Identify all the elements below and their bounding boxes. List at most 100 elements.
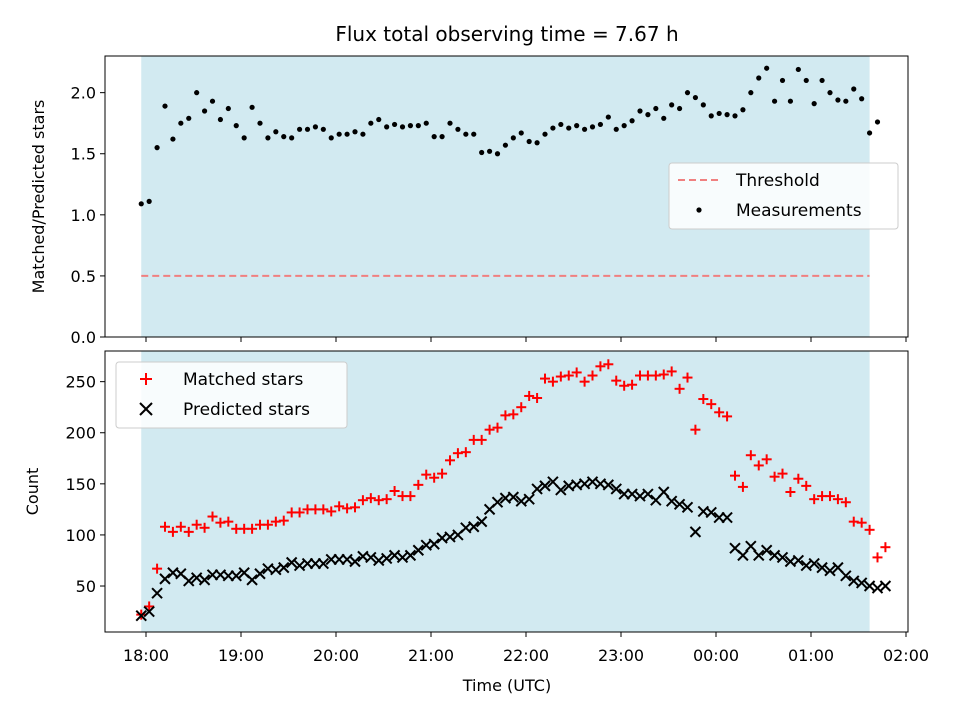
matched-star-point [532, 393, 543, 404]
measurement-point [320, 126, 326, 132]
matched-star-point [492, 422, 503, 433]
y-tick-label: 50 [76, 577, 96, 596]
x-tick-label: 18:00 [123, 646, 169, 665]
y-tick-label: 250 [65, 373, 96, 392]
matched-star-point [571, 367, 582, 378]
matched-star-point [832, 494, 843, 505]
measurement-point [558, 121, 564, 128]
measurement-point [795, 66, 801, 73]
measurement-point [748, 90, 754, 96]
predicted-star-point [468, 521, 480, 533]
measurement-point [368, 120, 374, 126]
measurement-point [138, 201, 144, 207]
predicted-star-point [365, 551, 377, 564]
measurement-point [684, 90, 691, 96]
matched-star-point [848, 516, 859, 527]
measurement-point [178, 120, 184, 126]
matched-star-point [516, 402, 527, 413]
measurement-point [874, 119, 881, 125]
measurement-point [186, 115, 192, 121]
chart-title: Flux total observing time = 7.67 h [335, 22, 678, 46]
y-tick-label: 2.0 [71, 84, 96, 103]
matched-star-point [872, 552, 883, 563]
predicted-star-point [721, 511, 733, 524]
matched-star-point [373, 495, 384, 506]
y-tick-label: 200 [65, 424, 96, 443]
measurement-point [463, 131, 469, 137]
measurement-point [835, 97, 841, 103]
matched-star-point [199, 522, 210, 533]
y-tick-label: 100 [65, 526, 96, 545]
matched-star-point [682, 372, 693, 383]
measurement-point [676, 105, 683, 112]
matched-star-point [421, 469, 432, 480]
predicted-star-point [808, 557, 820, 570]
predicted-star-point [539, 480, 551, 492]
measurement-point [376, 116, 382, 123]
predicted-star-point [523, 493, 535, 505]
matched-star-point [152, 563, 163, 574]
matched-star-point [777, 468, 788, 479]
measurement-point [194, 90, 200, 96]
matched-star-point [405, 491, 416, 502]
y-tick-label: 150 [65, 475, 96, 494]
matched-star-point [334, 501, 345, 512]
x-tick-label: 23:00 [598, 646, 644, 665]
measurement-point [281, 134, 287, 140]
matched-star-point [737, 481, 748, 492]
matched-star-point [452, 448, 463, 459]
measurement-point [566, 125, 572, 131]
measurement-point [803, 77, 809, 84]
predicted-star-point [317, 557, 330, 570]
measurement-point [851, 86, 857, 92]
predicted-star-point [610, 483, 622, 495]
legend-box [668, 162, 899, 230]
measurement-point [827, 90, 833, 96]
measurement-point [336, 131, 342, 137]
predicted-star-point [753, 549, 765, 562]
measurement-point [724, 112, 730, 118]
predicted-star-point [792, 554, 805, 567]
measurement-point [352, 129, 358, 135]
matched-star-point [753, 460, 764, 471]
x-tick-label: 19:00 [218, 646, 264, 665]
matched-star-point [555, 371, 566, 382]
measurement-point [581, 126, 588, 132]
predicted-star-point [246, 574, 258, 586]
measurement-point [653, 105, 659, 112]
predicted-star-point [816, 561, 828, 574]
measurement-point [447, 120, 453, 126]
x-tick-label: 00:00 [693, 646, 739, 665]
ratio-marks [138, 65, 881, 277]
measurement-point [494, 151, 501, 157]
predicted-star-point [159, 573, 171, 585]
x-axis-label: Time (UTC) [462, 676, 551, 695]
measurement-point [597, 121, 604, 128]
x-tick-label: 22:00 [503, 646, 549, 665]
measurement-point [526, 138, 532, 145]
measurement-point [415, 123, 421, 129]
measurement-point [399, 124, 406, 130]
matched-star-point [563, 370, 574, 381]
measurement-point [518, 130, 524, 136]
predicted-star-point [776, 551, 789, 564]
matched-star-point [357, 495, 368, 506]
bottom-axes-frame [104, 350, 909, 633]
predicted-star-point [555, 484, 567, 496]
measurement-point [605, 114, 611, 120]
predicted-star-point [254, 568, 266, 580]
y-tick-label: 1.5 [71, 145, 96, 164]
measurement-point [637, 108, 643, 114]
legend-label: Measurements [736, 201, 862, 221]
measurement-point [209, 98, 216, 104]
matched-star-point [381, 494, 392, 505]
count-marks [135, 359, 892, 622]
legend-measurement-swatch [696, 207, 702, 213]
measurement-point [439, 134, 445, 140]
matched-star-point [262, 519, 273, 530]
measurement-point [479, 149, 485, 156]
matched-star-point [215, 517, 226, 528]
matched-star-point [674, 383, 685, 394]
measurement-point [613, 126, 619, 132]
